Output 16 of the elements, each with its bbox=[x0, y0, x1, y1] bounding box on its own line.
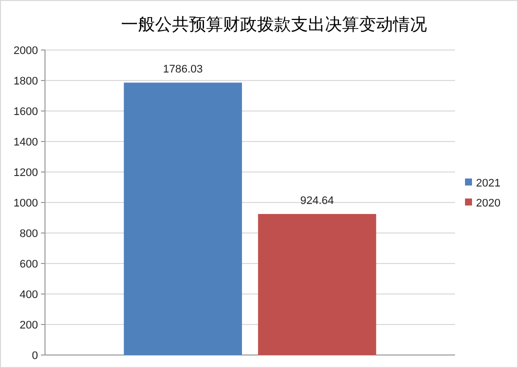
y-tick-label: 800 bbox=[20, 228, 38, 240]
y-tick-label: 400 bbox=[20, 288, 38, 301]
y-tick-label: 1600 bbox=[14, 106, 38, 118]
y-tick-label: 0 bbox=[32, 350, 38, 362]
y-tick-label: 1000 bbox=[14, 197, 38, 210]
y-tick-label: 2000 bbox=[14, 44, 38, 57]
y-tick-label: 600 bbox=[20, 258, 38, 270]
chart-title: 一般公共预算财政拨款支出决算变动情况 bbox=[121, 15, 427, 34]
y-tick-label: 1400 bbox=[14, 136, 38, 148]
y-tick-label: 200 bbox=[20, 319, 38, 332]
y-tick-label: 1200 bbox=[14, 166, 38, 179]
data-label: 1786.03 bbox=[163, 64, 203, 76]
legend-label: 2020 bbox=[476, 197, 500, 210]
legend-label: 2021 bbox=[476, 177, 500, 190]
data-label: 924.64 bbox=[300, 194, 334, 207]
y-tick-label: 1800 bbox=[14, 75, 38, 88]
